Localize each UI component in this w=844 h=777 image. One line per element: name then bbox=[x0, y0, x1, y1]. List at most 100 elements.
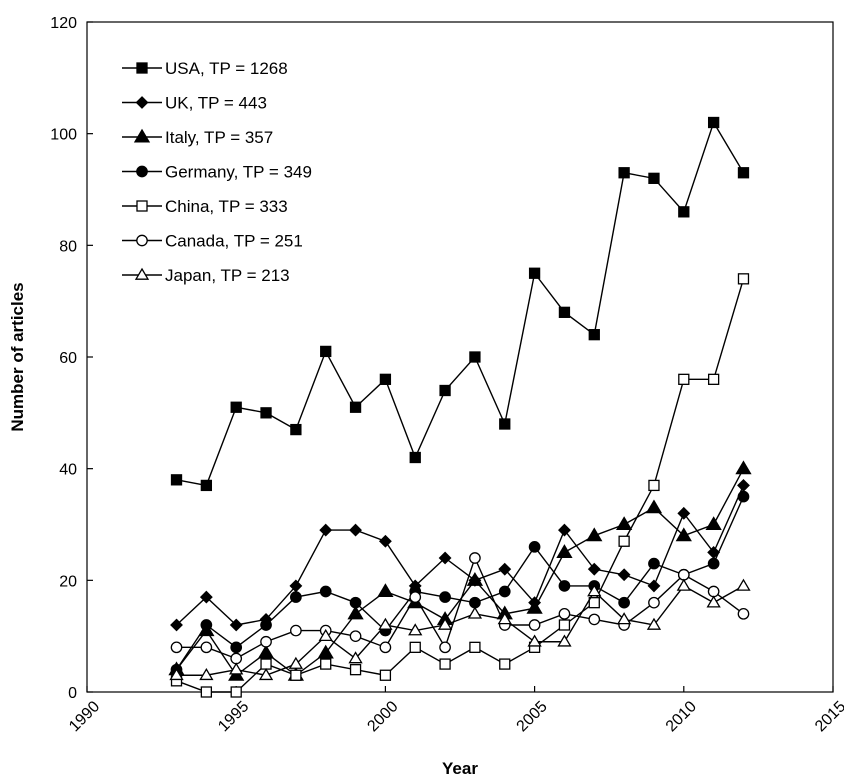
data-point-italy bbox=[377, 583, 394, 598]
data-point-uk bbox=[199, 590, 213, 604]
series-china bbox=[170, 273, 750, 698]
data-point-canada bbox=[409, 591, 422, 603]
data-point-japan bbox=[258, 667, 274, 681]
y-tick-label: 120 bbox=[50, 15, 77, 32]
data-point-canada bbox=[290, 624, 302, 637]
y-tick-label: 80 bbox=[59, 238, 77, 255]
data-point-italy bbox=[586, 527, 603, 542]
x-tick-label: 2015 bbox=[812, 698, 844, 735]
data-point-china bbox=[409, 641, 421, 653]
data-point-china bbox=[558, 619, 571, 631]
data-point-usa bbox=[320, 345, 332, 358]
data-point-italy bbox=[257, 644, 275, 659]
data-point-china bbox=[737, 273, 750, 285]
legend-label-japan: Japan, TP = 213 bbox=[165, 266, 290, 285]
data-point-japan bbox=[378, 617, 393, 630]
data-point-uk bbox=[617, 568, 631, 582]
data-point-japan bbox=[557, 634, 572, 647]
series-line-germany bbox=[175, 496, 745, 671]
x-tick-label: 2010 bbox=[663, 698, 700, 735]
data-point-usa bbox=[469, 351, 481, 363]
series-germany bbox=[170, 490, 750, 676]
data-point-germany bbox=[230, 641, 243, 654]
data-point-uk bbox=[737, 478, 750, 492]
data-point-canada bbox=[200, 641, 213, 654]
legend-marker-usa bbox=[136, 62, 148, 74]
data-point-japan bbox=[587, 584, 602, 597]
data-point-japan bbox=[199, 667, 214, 681]
y-tick-label: 40 bbox=[59, 462, 77, 479]
data-point-japan bbox=[318, 628, 333, 642]
data-point-japan bbox=[616, 612, 632, 625]
x-tick-label: 1990 bbox=[66, 698, 103, 735]
data-point-canada bbox=[230, 652, 243, 665]
data-point-japan bbox=[348, 651, 363, 664]
data-point-germany bbox=[439, 591, 451, 603]
data-point-china bbox=[469, 641, 481, 653]
data-point-germany bbox=[200, 619, 213, 631]
series-uk bbox=[170, 478, 750, 632]
data-point-japan bbox=[169, 667, 184, 681]
data-point-italy bbox=[347, 605, 364, 620]
data-point-italy bbox=[556, 544, 573, 558]
data-point-usa bbox=[439, 384, 451, 397]
x-tick-label: 2005 bbox=[514, 698, 551, 735]
data-point-usa bbox=[349, 401, 362, 413]
data-point-germany bbox=[349, 596, 362, 609]
legend-item-usa: USA, TP = 1268 bbox=[122, 59, 288, 78]
data-point-germany bbox=[618, 596, 630, 609]
data-point-uk bbox=[498, 562, 512, 576]
plot-frame bbox=[86, 21, 834, 693]
data-point-canada bbox=[707, 585, 720, 598]
legend-label-italy: Italy, TP = 357 bbox=[165, 128, 273, 147]
data-point-usa bbox=[379, 373, 392, 385]
legend-marker-uk bbox=[135, 96, 149, 109]
legend-label-canada: Canada, TP = 251 bbox=[165, 232, 303, 251]
data-point-canada bbox=[469, 552, 481, 564]
data-point-china bbox=[260, 658, 272, 670]
data-point-china bbox=[439, 658, 451, 670]
data-point-canada bbox=[528, 619, 541, 631]
data-point-china bbox=[588, 597, 600, 609]
data-point-usa bbox=[618, 167, 630, 179]
data-point-china bbox=[618, 535, 630, 547]
data-point-japan bbox=[736, 578, 751, 591]
data-point-germany bbox=[558, 580, 571, 592]
data-point-china bbox=[349, 664, 362, 676]
data-point-usa bbox=[558, 306, 571, 318]
data-point-china bbox=[499, 658, 511, 670]
legend-item-china: China, TP = 333 bbox=[122, 197, 288, 216]
data-point-canada bbox=[260, 635, 272, 648]
data-point-italy bbox=[735, 460, 752, 475]
data-point-japan bbox=[676, 578, 691, 591]
data-point-japan bbox=[527, 634, 542, 647]
data-point-germany bbox=[260, 619, 272, 631]
data-point-usa bbox=[588, 329, 600, 341]
x-tick-label: 2000 bbox=[364, 698, 401, 735]
data-point-china bbox=[290, 669, 302, 681]
data-point-canada bbox=[349, 630, 362, 643]
data-point-china bbox=[707, 373, 720, 385]
data-point-usa bbox=[409, 451, 421, 464]
data-point-china bbox=[320, 658, 332, 670]
data-point-china bbox=[379, 669, 392, 681]
data-point-germany bbox=[498, 585, 511, 598]
data-point-japan bbox=[646, 617, 662, 630]
legend-marker-italy bbox=[133, 128, 151, 143]
data-point-usa bbox=[230, 401, 242, 413]
data-point-canada bbox=[558, 607, 571, 620]
legend-item-canada: Canada, TP = 251 bbox=[122, 232, 303, 251]
data-point-canada bbox=[588, 613, 601, 626]
data-point-japan bbox=[706, 595, 721, 608]
y-tick-label: 20 bbox=[59, 573, 77, 590]
data-point-japan bbox=[497, 612, 512, 625]
data-point-uk bbox=[558, 523, 571, 537]
data-point-italy bbox=[645, 499, 663, 514]
data-point-usa bbox=[200, 479, 213, 492]
data-point-china bbox=[200, 686, 213, 698]
x-tick-label: 1995 bbox=[215, 698, 252, 735]
y-axis-title: Number of articles bbox=[8, 282, 27, 431]
legend-label-uk: UK, TP = 443 bbox=[165, 94, 267, 113]
data-point-japan bbox=[437, 617, 453, 630]
data-point-china bbox=[230, 686, 242, 698]
